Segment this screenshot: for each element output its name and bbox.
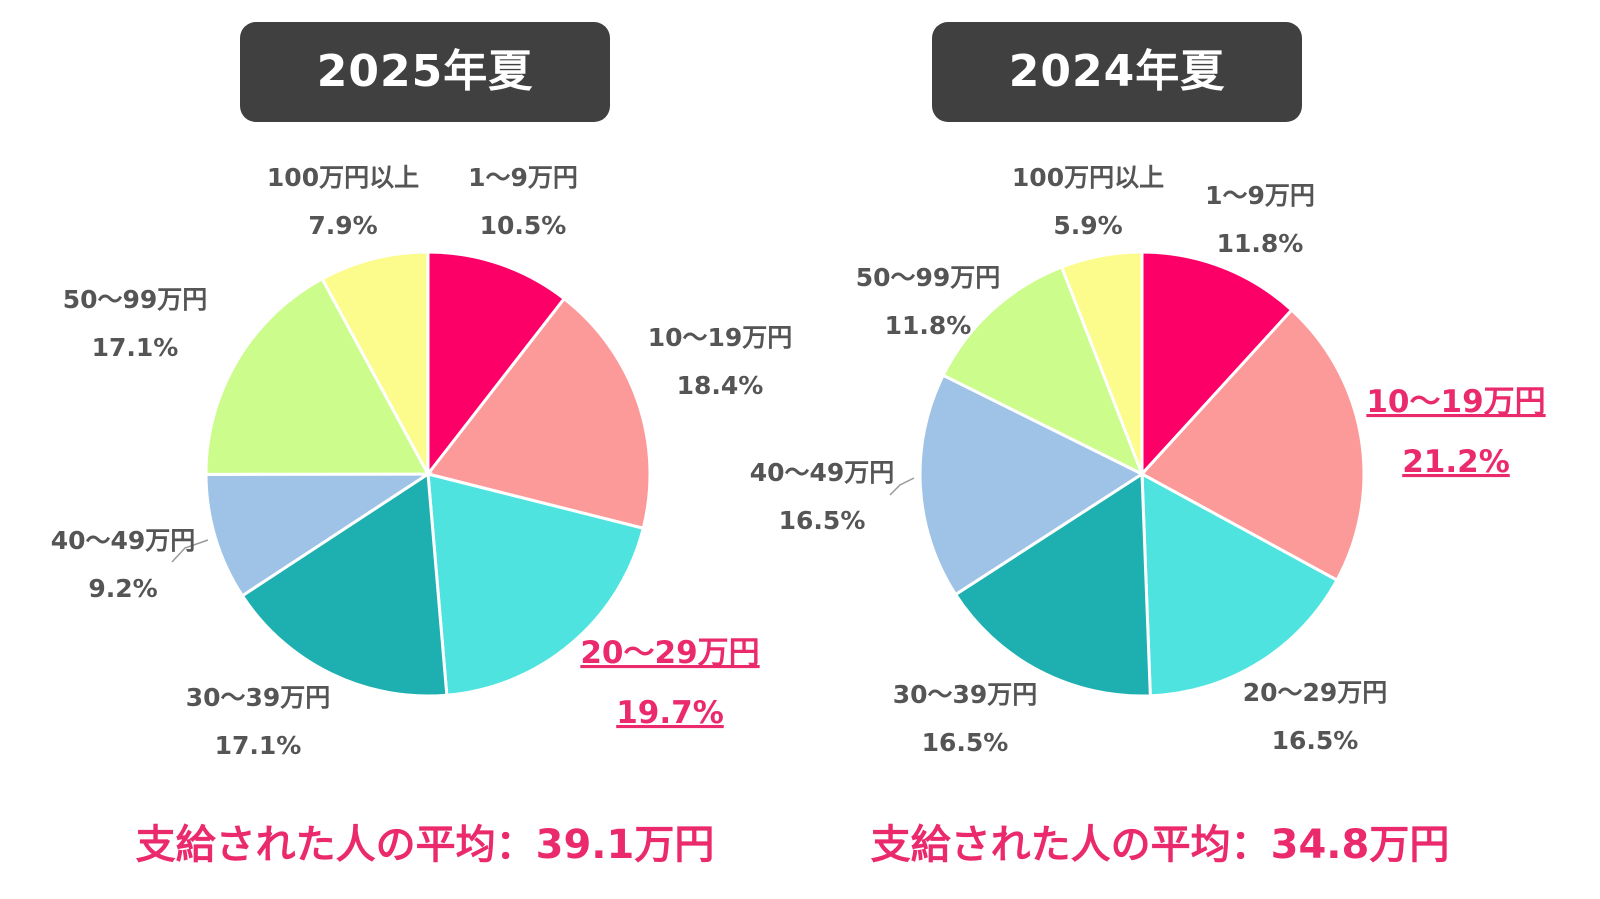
pie-slice xyxy=(953,471,1152,698)
slice-category-label: 20〜29万円 xyxy=(580,635,759,671)
average-text-2024: 支給された人の平均：34.8万円 xyxy=(870,822,1450,868)
slice-category-label: 10〜19万円 xyxy=(648,323,793,352)
slice-value-label: 9.2% xyxy=(88,574,157,603)
pie-slice xyxy=(204,276,431,476)
average-text-2025: 支給された人の平均：39.1万円 xyxy=(135,822,715,868)
pie-slice xyxy=(240,471,449,698)
pie-chart-2024: 2024年夏 1〜9万円 11.8% 10〜19万円 21.2% 20〜29万円 16.5… xyxy=(750,0,1600,899)
pie-slice xyxy=(426,472,646,697)
slice-category-label: 100万円以上 xyxy=(1012,163,1164,192)
leader-line xyxy=(171,539,209,563)
slice-value-label: 17.1% xyxy=(92,333,179,362)
pie-slice xyxy=(425,296,652,531)
chart-title-2024: 2024年夏 xyxy=(932,22,1302,122)
slice-value-label: 5.9% xyxy=(1053,211,1122,240)
slice-category-label: 1〜9万円 xyxy=(468,163,578,192)
pie-slice xyxy=(1059,250,1144,475)
leader-line xyxy=(889,477,915,496)
slice-value-label: 16.5% xyxy=(1272,726,1359,755)
slice-category-label: 50〜99万円 xyxy=(856,263,1001,292)
slice-value-label: 11.8% xyxy=(1217,229,1304,258)
pie-slice xyxy=(204,472,434,598)
pie-slice xyxy=(918,373,1146,597)
slice-category-label: 50〜99万円 xyxy=(63,285,208,314)
pie-slice xyxy=(1139,307,1366,583)
slice-category-label: 40〜49万円 xyxy=(51,526,196,555)
slice-value-label: 19.7% xyxy=(616,695,724,731)
slice-value-label: 21.2% xyxy=(1402,444,1510,480)
slice-category-label: 30〜39万円 xyxy=(186,683,331,712)
slice-category-label: 100万円以上 xyxy=(267,163,419,192)
pie-slice xyxy=(941,265,1145,478)
pie-slice xyxy=(426,250,567,479)
slice-category-label: 30〜39万円 xyxy=(893,680,1038,709)
slice-category-label: 20〜29万円 xyxy=(1243,678,1388,707)
pie-svg-2024: 1〜9万円 11.8% 10〜19万円 21.2% 20〜29万円 16.5% 30〜39万… xyxy=(750,163,1546,757)
pie-chart-2025: 2025年夏 1〜9万円 10.5% 10〜19万円 18.4% 20〜29万円 19.7… xyxy=(51,22,793,868)
chart-title-2025: 2025年夏 xyxy=(240,22,610,122)
slice-value-label: 11.8% xyxy=(885,311,972,340)
slice-category-label: 10〜19万円 xyxy=(1366,384,1545,420)
slice-value-label: 10.5% xyxy=(480,211,567,240)
slice-value-label: 16.5% xyxy=(779,506,866,535)
pie-svg-2025: 1〜9万円 10.5% 10〜19万円 18.4% 20〜29万円 19.7% 30〜39万… xyxy=(51,163,793,760)
slice-value-label: 18.4% xyxy=(677,371,764,400)
pie-slice xyxy=(320,250,430,475)
slice-category-label: 1〜9万円 xyxy=(1205,181,1315,210)
slice-category-label: 40〜49万円 xyxy=(750,458,895,487)
slice-value-label: 17.1% xyxy=(215,731,302,760)
pie-slice xyxy=(1140,250,1294,478)
slice-value-label: 7.9% xyxy=(308,211,377,240)
slice-value-label: 16.5% xyxy=(922,728,1009,757)
pie-slice xyxy=(1140,471,1340,698)
